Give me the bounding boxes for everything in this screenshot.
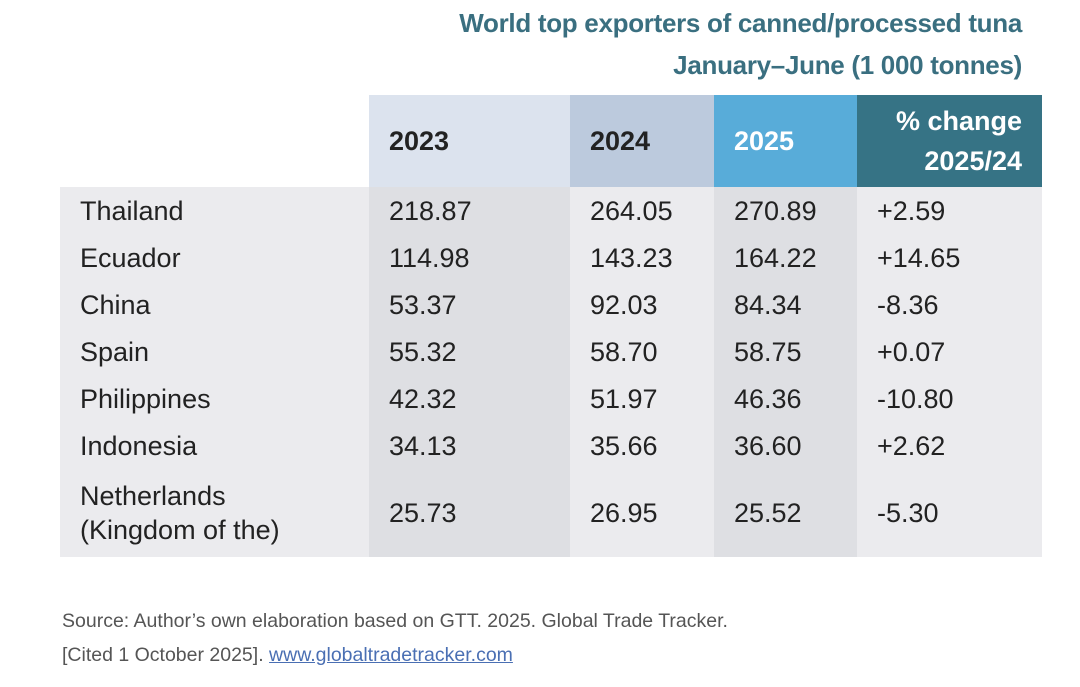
cell-country-text: Ecuador	[80, 242, 181, 273]
cell-country: Indonesia	[60, 422, 369, 469]
cell-change-text: +2.59	[877, 195, 946, 226]
cell-v2025: 84.34	[714, 281, 857, 328]
cell-change-text: -8.36	[877, 289, 939, 320]
cell-v2023-text: 53.37	[389, 289, 457, 320]
cell-v2023-text: 42.32	[389, 383, 457, 414]
cell-change: -5.30	[857, 469, 1042, 557]
header-2025: 2025	[714, 95, 857, 187]
cell-country: Ecuador	[60, 234, 369, 281]
table-row: Indonesia 34.13 35.66 36.60 +2.62	[60, 422, 1042, 469]
header-change-line1: % change	[895, 106, 1022, 136]
header-change-line2: 2025/24	[924, 146, 1022, 176]
cell-v2025-text: 25.52	[734, 498, 802, 528]
cell-v2023-text: 218.87	[389, 195, 472, 226]
cell-change-text: +14.65	[877, 242, 961, 273]
cell-change-text: -5.30	[877, 498, 939, 528]
cell-v2025-text: 84.34	[734, 289, 802, 320]
cell-v2025: 36.60	[714, 422, 857, 469]
cell-country: Netherlands (Kingdom of the)	[60, 469, 369, 557]
table-row: Ecuador 114.98 143.23 164.22 +14.65	[60, 234, 1042, 281]
cell-v2025-text: 36.60	[734, 430, 802, 461]
cell-v2023-text: 34.13	[389, 430, 457, 461]
header-country	[60, 95, 369, 187]
header-2023: 2023	[369, 95, 570, 187]
cell-v2024-text: 26.95	[590, 498, 658, 528]
cell-v2025: 46.36	[714, 375, 857, 422]
cell-v2025-text: 164.22	[734, 242, 817, 273]
cell-v2025: 164.22	[714, 234, 857, 281]
header-2024: 2024	[570, 95, 714, 187]
cell-v2024-text: 58.70	[590, 336, 658, 367]
source-line2: [Cited 1 October 2025].	[62, 644, 270, 666]
source-note: Source: Author’s own elaboration based o…	[62, 604, 728, 672]
cell-country-text: Indonesia	[80, 430, 198, 461]
cell-change: -10.80	[857, 375, 1042, 422]
cell-v2025-text: 46.36	[734, 383, 802, 414]
cell-country-text: Thailand	[80, 195, 184, 226]
cell-v2024-text: 35.66	[590, 430, 658, 461]
cell-v2024-text: 92.03	[590, 289, 658, 320]
cell-v2023-text: 25.73	[389, 498, 457, 528]
cell-v2024: 58.70	[570, 328, 714, 375]
source-link[interactable]: www.globaltradetracker.com	[269, 644, 513, 666]
cell-country-text: Philippines	[80, 383, 211, 414]
cell-v2023: 55.32	[369, 328, 570, 375]
cell-change-text: +0.07	[877, 336, 946, 367]
cell-v2023-text: 114.98	[389, 242, 470, 273]
cell-v2023: 34.13	[369, 422, 570, 469]
cell-v2025: 25.52	[714, 469, 857, 557]
cell-v2024: 92.03	[570, 281, 714, 328]
cell-v2023-text: 55.32	[389, 336, 457, 367]
cell-v2023: 114.98	[369, 234, 570, 281]
cell-v2025-text: 58.75	[734, 336, 802, 367]
cell-change-text: -10.80	[877, 383, 954, 414]
table-row: Thailand 218.87 264.05 270.89 +2.59	[60, 187, 1042, 234]
cell-v2024: 264.05	[570, 187, 714, 234]
cell-change: +14.65	[857, 234, 1042, 281]
header-row: 2023 2024 2025 % change 2025/24	[60, 95, 1042, 187]
cell-v2024-text: 143.23	[590, 242, 673, 273]
cell-v2024-text: 264.05	[590, 195, 673, 226]
exporters-table: 2023 2024 2025 % change 2025/24 Thailand 2…	[60, 95, 1042, 557]
cell-country-line2: (Kingdom of the)	[80, 515, 280, 545]
source-line1: Source: Author’s own elaboration based o…	[62, 610, 728, 632]
cell-v2024: 51.97	[570, 375, 714, 422]
cell-v2023: 218.87	[369, 187, 570, 234]
cell-v2024: 35.66	[570, 422, 714, 469]
cell-v2025: 270.89	[714, 187, 857, 234]
cell-v2024: 26.95	[570, 469, 714, 557]
cell-country: Spain	[60, 328, 369, 375]
header-change: % change 2025/24	[857, 95, 1042, 187]
cell-country: China	[60, 281, 369, 328]
cell-v2023: 42.32	[369, 375, 570, 422]
table-row: Spain 55.32 58.70 58.75 +0.07	[60, 328, 1042, 375]
cell-country-text: China	[80, 289, 151, 320]
cell-change: +2.62	[857, 422, 1042, 469]
cell-country: Philippines	[60, 375, 369, 422]
cell-change: +2.59	[857, 187, 1042, 234]
cell-change-text: +2.62	[877, 430, 946, 461]
cell-v2025-text: 270.89	[734, 195, 817, 226]
table-row: Philippines 42.32 51.97 46.36 -10.80	[60, 375, 1042, 422]
table-title: World top exporters of canned/processed …	[459, 8, 1022, 38]
table-row: Netherlands (Kingdom of the) 25.73 26.95 25.…	[60, 469, 1042, 557]
cell-v2023: 25.73	[369, 469, 570, 557]
cell-v2025: 58.75	[714, 328, 857, 375]
cell-v2024-text: 51.97	[590, 383, 658, 414]
cell-change: -8.36	[857, 281, 1042, 328]
table-subtitle: January–June (1 000 tonnes)	[673, 50, 1022, 80]
cell-country-text: Spain	[80, 336, 150, 367]
cell-country-text: Netherlands	[80, 481, 226, 511]
table-row: China 53.37 92.03 84.34 -8.36	[60, 281, 1042, 328]
cell-change: +0.07	[857, 328, 1042, 375]
cell-v2024: 143.23	[570, 234, 714, 281]
cell-country: Thailand	[60, 187, 369, 234]
cell-v2023: 53.37	[369, 281, 570, 328]
